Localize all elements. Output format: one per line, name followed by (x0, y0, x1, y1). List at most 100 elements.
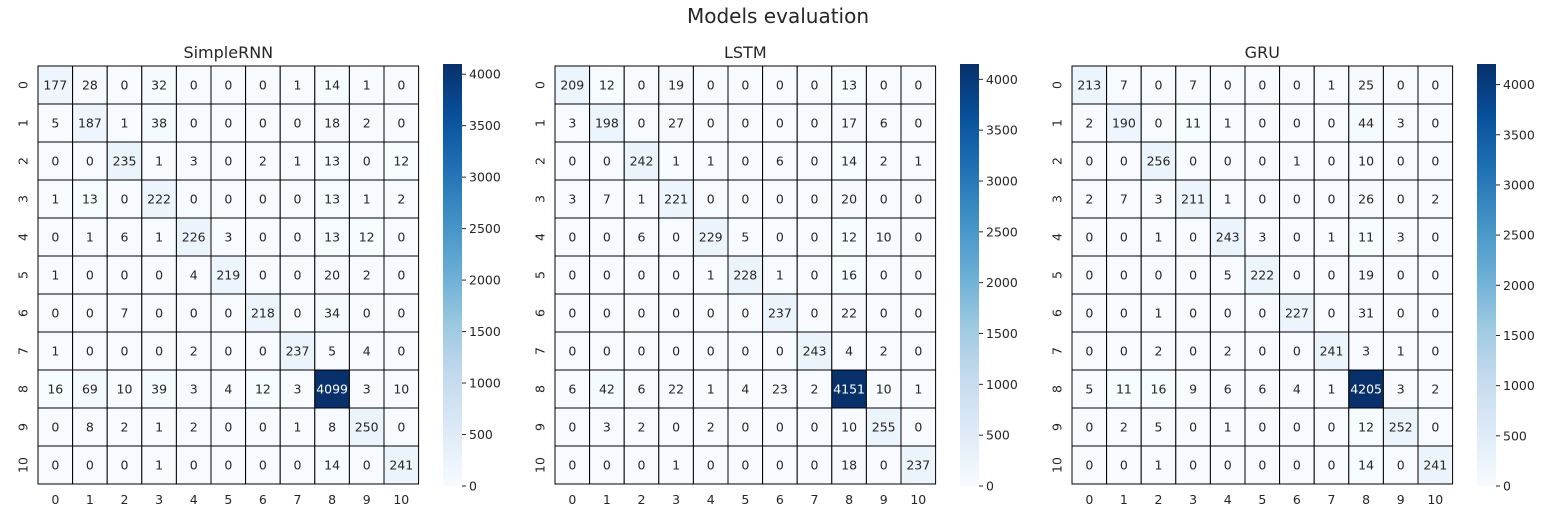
cell-value-label: 0 (880, 268, 888, 283)
cell-value-label: 2 (1085, 116, 1093, 131)
cell-value-label: 69 (82, 382, 98, 397)
cell-value-label: 4 (741, 382, 749, 397)
cell-value-label: 0 (811, 458, 819, 473)
cell-value-label: 0 (121, 268, 129, 283)
cell-value-label: 0 (1258, 154, 1266, 169)
cell-value-label: 2 (880, 154, 888, 169)
cell-value-label: 0 (776, 230, 784, 245)
heatmap-cell (1244, 293, 1281, 333)
heatmap-cell (900, 65, 937, 105)
heatmap-cell (141, 103, 177, 143)
heatmap-cell (727, 65, 764, 105)
cell-value-label: 0 (1258, 344, 1266, 359)
cell-value-label: 0 (672, 268, 680, 283)
cell-value-label: 0 (603, 154, 611, 169)
cell-value-label: 0 (1155, 116, 1163, 131)
heatmap-cell (1244, 369, 1281, 409)
cell-value-label: 0 (363, 306, 371, 321)
cell-value-label: 0 (86, 344, 94, 359)
cell-value-label: 0 (397, 420, 405, 435)
cell-value-label: 0 (1397, 154, 1405, 169)
heatmap-cell (1106, 65, 1142, 105)
cell-value-label: 0 (811, 78, 819, 93)
colorbar (443, 64, 462, 486)
cell-value-label: 11 (1358, 230, 1374, 245)
cell-value-label: 0 (568, 458, 576, 473)
cell-value-label: 1 (707, 382, 715, 397)
heatmap-cell (141, 217, 177, 257)
cell-value-label: 0 (776, 420, 784, 435)
heatmap-cell (589, 407, 625, 447)
heatmap-cell (1244, 255, 1281, 295)
cell-value-label: 0 (880, 192, 888, 207)
heatmap-cell (175, 369, 212, 409)
y-tick-label: 10 (1050, 457, 1065, 473)
heatmap-cell (589, 141, 625, 181)
cell-value-label: 1 (51, 344, 59, 359)
cell-value-label: 0 (568, 306, 576, 321)
cell-value-label: 7 (121, 306, 129, 321)
cell-value-label: 22 (668, 382, 684, 397)
cell-value-label: 0 (190, 192, 198, 207)
heatmap-cell (348, 103, 385, 143)
heatmap-cell (37, 331, 74, 371)
heatmap-cell (141, 369, 177, 409)
cell-value-label: 0 (1155, 78, 1163, 93)
cell-value-label: 0 (294, 230, 302, 245)
heatmap-cell (175, 179, 212, 219)
cell-value-label: 0 (190, 458, 198, 473)
x-tick-label: 6 (1293, 492, 1301, 507)
heatmap-cell (1313, 103, 1350, 143)
heatmap-cell (1209, 369, 1246, 409)
cell-value-label: 5 (1155, 420, 1163, 435)
y-tick-label: 0 (1050, 81, 1065, 89)
cell-value-label: 1 (776, 268, 784, 283)
cell-value-label: 0 (1085, 458, 1093, 473)
cell-value-label: 23 (772, 382, 788, 397)
heatmap-cell (1140, 103, 1177, 143)
x-tick-label: 1 (1120, 492, 1128, 507)
cell-value-label: 14 (324, 78, 340, 93)
cell-value-label: 7 (1120, 78, 1128, 93)
x-tick-label: 9 (880, 492, 888, 507)
cell-value-label: 209 (560, 78, 584, 93)
heatmap-cell (623, 141, 660, 181)
heatmap-cell (589, 103, 625, 143)
cell-value-label: 0 (190, 78, 198, 93)
cell-value-label: 3 (568, 192, 576, 207)
cell-value-label: 0 (1258, 116, 1266, 131)
y-tick-label: 4 (16, 233, 31, 241)
heatmap-cell (1209, 179, 1246, 219)
heatmap-cell (589, 179, 625, 219)
x-tick-label: 8 (1362, 492, 1370, 507)
heatmap-cell (1279, 141, 1315, 181)
cell-value-label: 1 (638, 192, 646, 207)
heatmap-cell (72, 369, 108, 409)
heatmap-cell (1106, 103, 1142, 143)
cell-value-label: 14 (1358, 458, 1374, 473)
cell-value-label: 3 (294, 382, 302, 397)
y-tick-label: 1 (16, 119, 31, 127)
cell-value-label: 12 (1358, 420, 1374, 435)
heatmap-cell (796, 293, 833, 333)
colorbar-tick-label: 4000 (986, 72, 1018, 87)
heatmap-cell (348, 179, 385, 219)
y-tick-label: 9 (16, 423, 31, 431)
heatmap-cell (72, 293, 108, 333)
cell-value-label: 255 (872, 420, 896, 435)
heatmap-cell (348, 407, 385, 447)
cell-value-label: 6 (121, 230, 129, 245)
heatmap-cell (279, 255, 316, 295)
heatmap-cell (1140, 65, 1177, 105)
heatmap-cell (1140, 255, 1177, 295)
heatmap-cell (831, 445, 867, 485)
x-tick-label: 2 (121, 492, 129, 507)
heatmap-cell (1175, 445, 1211, 485)
cell-value-label: 1 (1224, 192, 1232, 207)
cell-value-label: 0 (776, 344, 784, 359)
cell-value-label: 2 (880, 344, 888, 359)
cell-value-label: 0 (1085, 230, 1093, 245)
cell-value-label: 0 (190, 116, 198, 131)
heatmap-cell (210, 217, 247, 257)
